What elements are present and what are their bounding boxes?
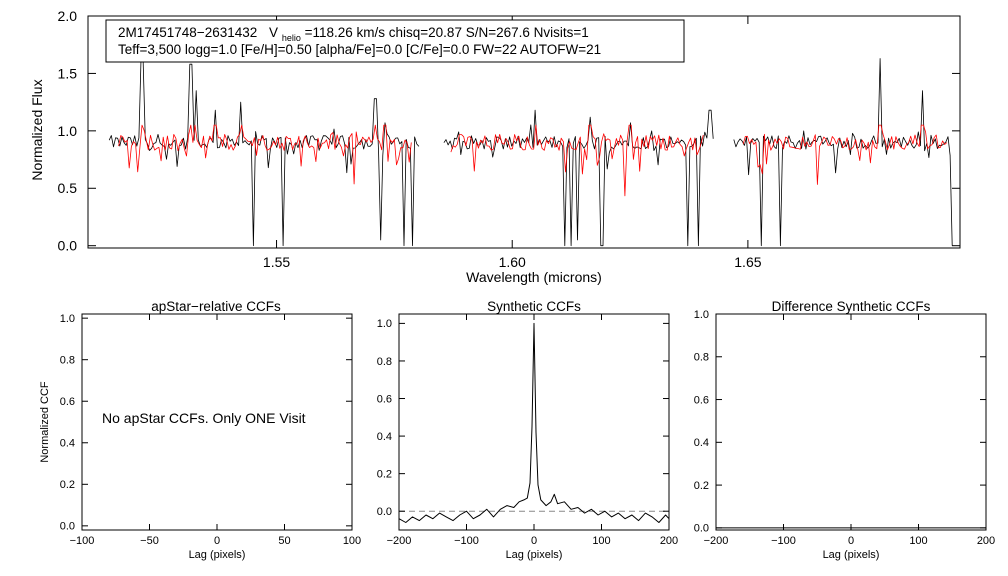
spectrum-y-tick-label: 1.5 — [58, 65, 78, 81]
synthetic-ccf-x-tick-label: −200 — [387, 535, 412, 547]
synthetic-ccf-ticks: −200 −100 0 100 200 0.0 0.2 0.4 0.6 0.8 1.0 — [377, 314, 678, 547]
difference-ccf-x-tick-label: 200 — [977, 535, 995, 547]
apstar-ccf-x-tick-label: −100 — [70, 535, 95, 547]
synthetic-ccf-y-tick-label: 0.2 — [377, 469, 392, 481]
apstar-ccf-y-tick-label: 0.6 — [60, 396, 75, 408]
synthetic-ccf-y-tick-label: 0.4 — [377, 431, 392, 443]
apstar-ccf-x-tick-label: 50 — [278, 535, 290, 547]
apstar-ccf-y-tick-label: 0.2 — [60, 479, 75, 491]
info-velocity-subscript: helio — [282, 33, 301, 43]
difference-ccf-ticks: −200 −100 0 100 200 0.0 0.2 0.4 0.6 0.8 1.0 — [694, 309, 995, 547]
info-star-id: 2M17451748−2631432 — [118, 25, 257, 40]
difference-ccf-x-tick-label: 100 — [909, 535, 927, 547]
apstar-ccf-x-tick-label: 100 — [343, 535, 361, 547]
spectrum-y-tick-label: 1.0 — [58, 123, 78, 139]
spectrum-panel: 1.55 1.60 1.65 0.0 0.5 1.0 1.5 2.0 2M17451748−2… — [29, 8, 961, 285]
apstar-ccf-y-tick-label: 1.0 — [60, 313, 75, 325]
apstar-ccf-message: No apStar CCFs. Only ONE Visit — [102, 410, 306, 426]
difference-ccf-y-tick-label: 1.0 — [694, 309, 709, 321]
apstar-ccf-ticks: −100 −50 0 50 100 0.0 0.2 0.4 0.6 0.8 1.0 — [60, 313, 361, 547]
difference-ccf-y-tick-label: 0.2 — [694, 480, 709, 492]
apstar-ccf-title: apStar−relative CCFs — [151, 299, 281, 314]
apstar-ccf-x-tick-label: 0 — [214, 535, 220, 547]
apstar-ccf-y-tick-label: 0.8 — [60, 355, 75, 367]
spectrum-observed-line — [733, 58, 953, 247]
synthetic-ccf-y-tick-label: 0.0 — [377, 506, 392, 518]
apstar-ccf-panel: apStar−relative CCFs −100 −50 0 50 100 0.0 0.2… — [39, 299, 361, 561]
synthetic-ccf-y-tick-label: 0.6 — [377, 393, 392, 405]
info-box: 2M17451748−2631432 V helio =118.26 km/s … — [105, 19, 685, 63]
spectrum-y-tick-label: 0.0 — [58, 238, 78, 254]
apstar-ccf-y-tick-label: 0.0 — [60, 521, 75, 533]
spectrum-x-tick-label: 1.60 — [499, 254, 526, 270]
synthetic-ccf-y-tick-label: 1.0 — [377, 318, 392, 330]
synthetic-ccf-y-tick-label: 0.8 — [377, 356, 392, 368]
info-velocity-symbol: V — [269, 25, 278, 40]
spectrum-x-axis-label: Wavelength (microns) — [466, 269, 602, 285]
difference-ccf-x-axis-label: Lag (pixels) — [823, 549, 880, 561]
synthetic-ccf-x-tick-label: 200 — [660, 535, 678, 547]
synthetic-ccf-panel: Synthetic CCFs −200 −100 0 100 200 0.0 0.2 0.4 0… — [377, 299, 678, 561]
spectrum-model-line — [118, 124, 412, 185]
spectrum-x-tick-label: 1.65 — [734, 254, 761, 270]
synthetic-ccf-line — [398, 322, 670, 523]
difference-ccf-panel: Difference Synthetic CCFs −200 −100 0 100 20… — [694, 299, 995, 561]
synthetic-ccf-x-tick-label: −100 — [454, 535, 479, 547]
difference-ccf-y-tick-label: 0.4 — [694, 437, 709, 449]
spectrum-y-tick-label: 0.5 — [58, 180, 78, 196]
difference-ccf-y-tick-label: 0.8 — [694, 352, 709, 364]
spectrum-plot-frame — [87, 15, 961, 249]
apstar-ccf-x-tick-label: −50 — [140, 535, 159, 547]
spectrum-model-line — [742, 124, 948, 185]
synthetic-ccf-x-axis-label: Lag (pixels) — [506, 549, 563, 561]
spectrum-y-axis-label: Normalized Flux — [29, 79, 45, 180]
difference-ccf-x-tick-label: −100 — [771, 535, 796, 547]
info-box-line-2: Teff=3,500 logg=1.0 [Fe/H]=0.50 [alpha/F… — [118, 42, 601, 57]
synthetic-ccf-x-tick-label: 100 — [592, 535, 610, 547]
difference-ccf-x-tick-label: −200 — [704, 535, 729, 547]
spectrum-observed-line — [443, 109, 714, 247]
apstar-ccf-y-axis-label: Normalized CCF — [39, 381, 51, 463]
spectrum-observed-line — [108, 59, 420, 247]
spectrum-ticks: 1.55 1.60 1.65 0.0 0.5 1.0 1.5 2.0 — [58, 8, 960, 270]
info-line-1-values: =118.26 km/s chisq=20.87 S/N=267.6 Nvisi… — [305, 25, 589, 40]
synthetic-ccf-title: Synthetic CCFs — [487, 299, 581, 314]
difference-ccf-y-tick-label: 0.0 — [694, 523, 709, 535]
synthetic-ccf-x-tick-label: 0 — [531, 535, 537, 547]
spectrum-y-tick-label: 2.0 — [58, 8, 78, 24]
spectrum-x-tick-label: 1.55 — [263, 254, 290, 270]
difference-ccf-x-tick-label: 0 — [848, 535, 854, 547]
difference-ccf-plot-frame — [715, 313, 987, 531]
difference-ccf-y-tick-label: 0.6 — [694, 394, 709, 406]
spectrum-model-line — [450, 124, 704, 197]
synthetic-ccf-plot-frame — [398, 313, 670, 531]
difference-ccf-title: Difference Synthetic CCFs — [772, 299, 931, 314]
synthetic-ccf-series — [398, 322, 670, 523]
info-box-frame — [105, 19, 685, 63]
apstar-ccf-plot-frame — [81, 313, 353, 531]
apstar-ccf-y-tick-label: 0.4 — [60, 438, 75, 450]
spectrum-series — [108, 58, 953, 247]
apstar-ccf-x-axis-label: Lag (pixels) — [189, 549, 246, 561]
info-box-line-1: 2M17451748−2631432 V helio =118.26 km/s … — [118, 25, 589, 44]
